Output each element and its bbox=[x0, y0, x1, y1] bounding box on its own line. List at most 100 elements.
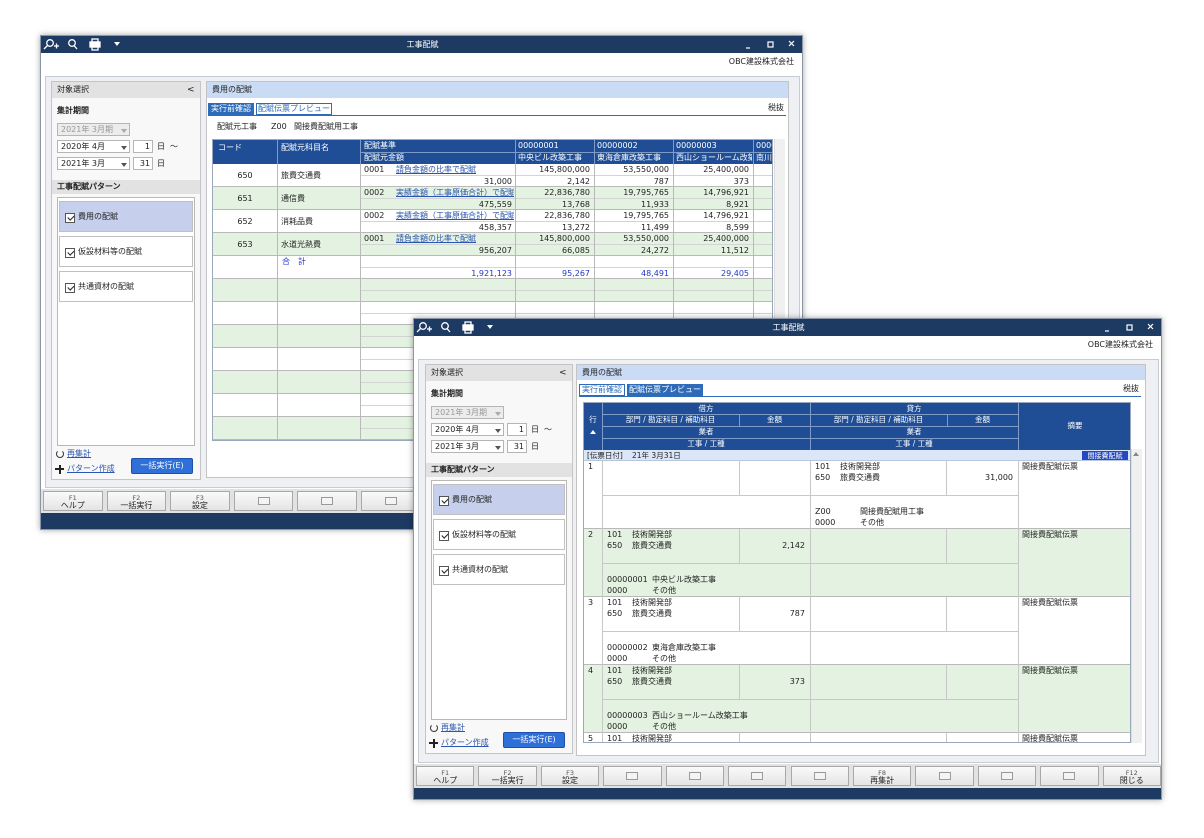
tab[interactable]: 実行前確認 bbox=[208, 103, 254, 115]
function-key[interactable] bbox=[915, 766, 974, 786]
blank-key-icon bbox=[938, 772, 951, 780]
function-key[interactable] bbox=[360, 491, 421, 511]
day-input[interactable]: 1 bbox=[133, 140, 153, 153]
select[interactable]: 2021年 3月期 bbox=[57, 123, 130, 136]
function-key[interactable]: F2 一括実行 bbox=[478, 766, 537, 786]
header-divider bbox=[739, 414, 740, 426]
day-input[interactable]: 31 bbox=[133, 157, 153, 170]
function-key[interactable]: F3 設定 bbox=[170, 491, 230, 511]
toolbar-icons[interactable] bbox=[416, 321, 493, 334]
function-key[interactable]: F1 ヘルプ bbox=[43, 491, 103, 511]
pattern-name: 費用の配賦 bbox=[452, 495, 492, 504]
function-key[interactable]: F1 ヘルプ bbox=[416, 766, 475, 786]
voucher-badge: 間接費配賦 bbox=[1082, 451, 1128, 460]
header-divider bbox=[360, 152, 772, 153]
collapse-button[interactable]: < bbox=[559, 368, 567, 378]
link[interactable]: パターン作成 bbox=[67, 464, 115, 473]
check-mark bbox=[66, 248, 74, 256]
checkbox[interactable] bbox=[439, 566, 449, 576]
function-key[interactable] bbox=[233, 491, 294, 511]
tab[interactable]: 配賦伝票プレビュー bbox=[627, 384, 703, 396]
column-line bbox=[594, 140, 595, 164]
checkbox[interactable] bbox=[65, 248, 75, 258]
basis-link[interactable]: 請負金額の比率で配賦 bbox=[396, 165, 476, 174]
select[interactable]: 2021年 3月 bbox=[57, 157, 130, 170]
pattern-item[interactable]: 仮設材料等の配賦 bbox=[433, 519, 565, 550]
basis-value: 145,800,000 bbox=[539, 165, 590, 174]
source-amount: 475,559 bbox=[478, 199, 512, 209]
select[interactable]: 2021年 3月期 bbox=[431, 406, 504, 419]
checkbox[interactable] bbox=[439, 531, 449, 541]
column-line bbox=[810, 403, 811, 450]
function-key[interactable] bbox=[1040, 766, 1099, 786]
header-divider bbox=[810, 426, 1018, 427]
button-label: 一括実行(E) bbox=[512, 735, 556, 744]
column-header: 配賦元金額 bbox=[364, 152, 404, 162]
pattern-item[interactable]: 共通資材の配賦 bbox=[59, 271, 193, 302]
tab[interactable]: 配賦伝票プレビュー bbox=[256, 103, 332, 115]
pattern-item[interactable]: 仮設材料等の配賦 bbox=[59, 236, 193, 267]
project-name: 西山ショールーム改築工事 bbox=[652, 711, 748, 720]
company-name: OBC建設株式会社 bbox=[728, 57, 794, 66]
function-key[interactable] bbox=[977, 766, 1037, 786]
pattern-item[interactable]: 共通資材の配賦 bbox=[433, 554, 565, 585]
collapse-button[interactable]: < bbox=[187, 85, 195, 95]
checkbox[interactable] bbox=[439, 496, 449, 506]
select[interactable]: 2020年 4月 bbox=[57, 140, 130, 153]
day-input[interactable]: 31 bbox=[507, 440, 527, 453]
function-key[interactable] bbox=[728, 766, 787, 786]
basis-link[interactable]: 実績金額（工事原価合計）で配賦 bbox=[396, 211, 514, 220]
line-number: 1 bbox=[588, 462, 594, 471]
basis-link[interactable]: 請負金額の比率で配賦 bbox=[396, 234, 476, 243]
function-key[interactable] bbox=[603, 766, 662, 786]
window-controls[interactable] bbox=[746, 40, 795, 49]
day-input[interactable]: 1 bbox=[507, 423, 527, 436]
plus-icon-v bbox=[58, 464, 61, 474]
window-controls[interactable] bbox=[1105, 323, 1154, 332]
tab[interactable]: 実行前確認 bbox=[579, 384, 625, 396]
link[interactable]: 再集計 bbox=[441, 723, 465, 732]
voucher-line bbox=[584, 450, 1130, 461]
select[interactable]: 2020年 4月 bbox=[431, 423, 504, 436]
function-key[interactable]: F12 閉じる bbox=[1102, 766, 1161, 786]
link[interactable]: 再集計 bbox=[67, 449, 91, 458]
blank-key-icon bbox=[626, 772, 639, 780]
pattern-name: 仮設材料等の配賦 bbox=[452, 530, 516, 539]
function-key[interactable]: F2 一括実行 bbox=[106, 491, 167, 511]
column-line bbox=[602, 665, 603, 733]
pattern-item[interactable]: 費用の配賦 bbox=[433, 484, 565, 515]
column-header: 工事 / 工種 bbox=[895, 438, 933, 448]
function-key[interactable]: F8 再集計 bbox=[852, 766, 912, 786]
column-line bbox=[673, 164, 674, 440]
run-all-button[interactable]: 一括実行(E) bbox=[131, 458, 193, 474]
header-divider bbox=[602, 426, 810, 427]
main-header bbox=[207, 82, 788, 98]
checkbox[interactable] bbox=[65, 283, 75, 293]
memo: 間接費配賦伝票 bbox=[1022, 530, 1078, 539]
function-key[interactable] bbox=[790, 766, 849, 786]
function-key[interactable] bbox=[297, 491, 357, 511]
project-name: 中央ビル改築工事 bbox=[518, 152, 582, 162]
function-key[interactable] bbox=[665, 766, 725, 786]
checkbox[interactable] bbox=[65, 213, 75, 223]
project-name: 東海倉庫改築工事 bbox=[652, 643, 716, 652]
select[interactable]: 2021年 3月 bbox=[431, 440, 504, 453]
run-all-button[interactable]: 一括実行(E) bbox=[503, 732, 565, 748]
basis-value: 14,796,921 bbox=[703, 188, 749, 197]
blank-key-icon bbox=[384, 497, 397, 505]
basis-link[interactable]: 実績金額（工事原価合計）で配賦 bbox=[396, 188, 514, 197]
pattern-name: 仮設材料等の配賦 bbox=[78, 247, 142, 256]
function-key[interactable]: F3 設定 bbox=[540, 766, 600, 786]
pattern-list bbox=[431, 480, 567, 720]
account-name: 旅費交通費 bbox=[281, 170, 321, 180]
dept-name: 技術開発部 bbox=[632, 598, 672, 607]
pattern-item[interactable]: 費用の配賦 bbox=[59, 201, 193, 232]
basis-value: 19,795,765 bbox=[623, 188, 669, 197]
toolbar-icons[interactable] bbox=[43, 38, 120, 51]
column-line bbox=[594, 164, 595, 440]
account-name: 水道光熱費 bbox=[281, 239, 321, 249]
work-code: 0000 bbox=[607, 722, 628, 731]
section-label: 工事配賦パターン bbox=[431, 465, 495, 474]
link[interactable]: パターン作成 bbox=[441, 738, 489, 747]
account-name: 旅費交通費 bbox=[840, 473, 880, 482]
